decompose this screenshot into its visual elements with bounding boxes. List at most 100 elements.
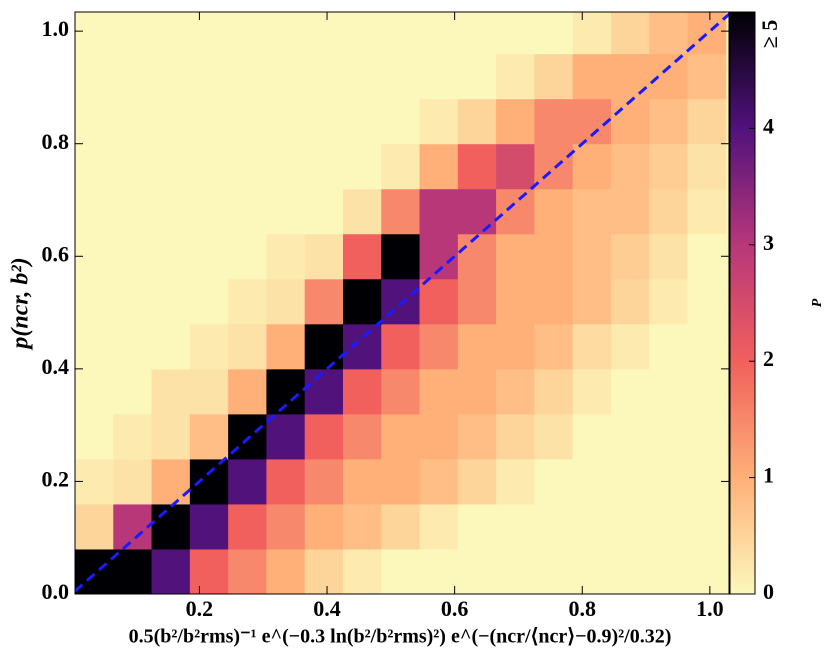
cell (534, 548, 574, 594)
cell (572, 143, 612, 190)
cell (151, 143, 191, 190)
cell (342, 233, 382, 280)
cell (457, 233, 497, 280)
cell (534, 12, 574, 55)
cell (496, 503, 535, 550)
cell (534, 323, 574, 370)
cell (610, 188, 650, 235)
cell (610, 12, 650, 55)
cell (610, 323, 650, 370)
cell (189, 548, 229, 594)
cell (266, 368, 306, 415)
cell (228, 143, 267, 190)
cell (113, 413, 153, 460)
cell (113, 323, 153, 370)
cell (457, 278, 497, 325)
cell (113, 98, 153, 145)
cell (304, 413, 344, 460)
cell (496, 548, 535, 594)
cell (649, 278, 689, 325)
cell (534, 368, 574, 415)
cell (228, 323, 267, 370)
cell (228, 53, 267, 100)
cell (572, 503, 612, 550)
cell (419, 503, 459, 550)
cell (304, 368, 344, 415)
cell (151, 278, 191, 325)
cell (342, 368, 382, 415)
x-tick-label: 0.8 (568, 596, 596, 621)
cell (189, 503, 229, 550)
cell (113, 503, 153, 550)
cell (381, 143, 421, 190)
cell (342, 503, 382, 550)
cell (381, 12, 421, 55)
cell (266, 548, 306, 594)
cell (534, 413, 574, 460)
cell (266, 278, 306, 325)
cell (304, 458, 344, 505)
cell (151, 12, 191, 55)
colorbar-tick-label: ≥ 5 (757, 20, 782, 49)
cell (266, 143, 306, 190)
cell (304, 323, 344, 370)
cell (534, 98, 574, 145)
cell (151, 458, 191, 505)
cell (342, 98, 382, 145)
cell (381, 53, 421, 100)
cell (113, 548, 153, 594)
cell (419, 323, 459, 370)
cell (610, 233, 650, 280)
cell (75, 98, 114, 145)
cell (304, 548, 344, 594)
cell (266, 503, 306, 550)
x-axis-label: 0.5(b²/b²rms)⁻¹ e^(−0.3 ln(b²/b²rms)²) e… (129, 626, 672, 648)
cell (457, 143, 497, 190)
cell (572, 53, 612, 100)
cell (419, 548, 459, 594)
cell (266, 53, 306, 100)
cell (572, 323, 612, 370)
cell (649, 98, 689, 145)
colorbar-tick-label: 0 (763, 579, 774, 604)
cell (189, 188, 229, 235)
cell (304, 188, 344, 235)
cell (189, 143, 229, 190)
cell (342, 458, 382, 505)
cell (75, 12, 114, 55)
x-tick-label: 0.4 (313, 596, 341, 621)
y-tick-label: 0.6 (42, 241, 70, 266)
cell (457, 188, 497, 235)
cell (381, 233, 421, 280)
cell (75, 53, 114, 100)
cell (534, 278, 574, 325)
cell (610, 278, 650, 325)
cell (75, 503, 114, 550)
cell (534, 188, 574, 235)
cell (457, 458, 497, 505)
cell (151, 413, 191, 460)
cell (610, 368, 650, 415)
cell (457, 548, 497, 594)
cell (496, 458, 535, 505)
cell (610, 53, 650, 100)
cell (534, 503, 574, 550)
cell (342, 548, 382, 594)
cell (649, 548, 689, 594)
cell (687, 143, 727, 190)
cell (649, 53, 689, 100)
cell (228, 503, 267, 550)
cell (687, 548, 727, 594)
cell (266, 233, 306, 280)
cell (189, 368, 229, 415)
cell (457, 503, 497, 550)
cell (151, 233, 191, 280)
cell (228, 458, 267, 505)
cell (496, 143, 535, 190)
plot-frame (74, 11, 730, 595)
y-tick-label: 0.8 (42, 129, 70, 154)
cell (572, 233, 612, 280)
y-tick-label: 0.2 (42, 466, 70, 491)
cell (572, 278, 612, 325)
